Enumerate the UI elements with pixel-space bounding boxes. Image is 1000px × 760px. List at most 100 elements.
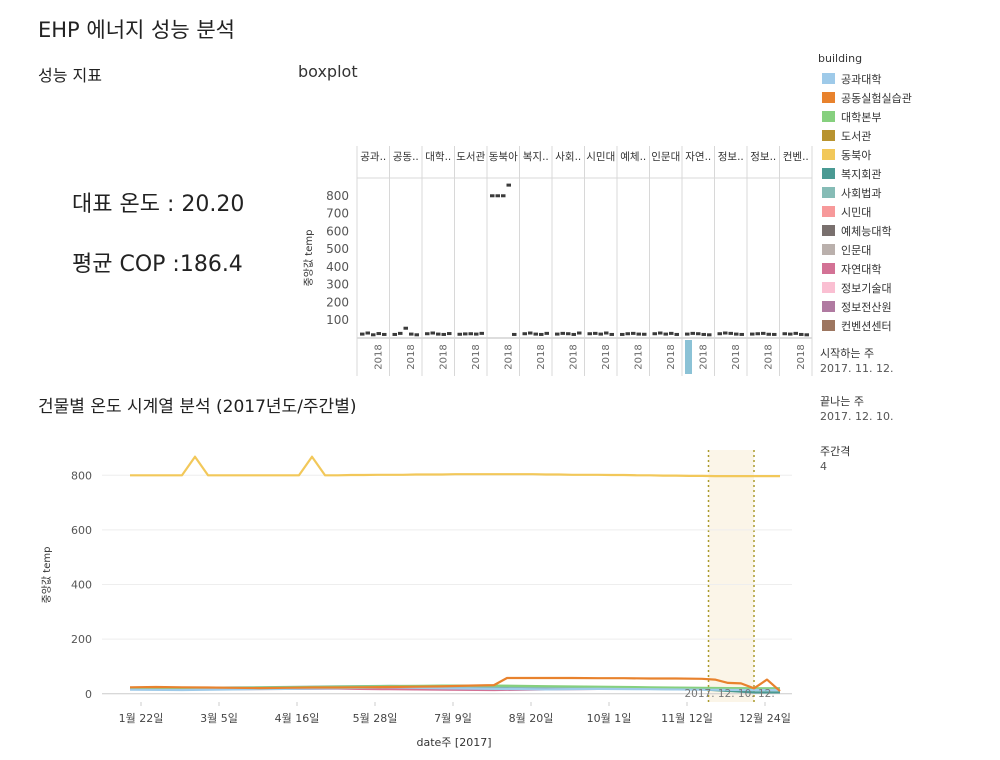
boxplot-mark: [642, 332, 647, 336]
boxplot-mark: [577, 331, 582, 335]
boxplot-x-tick-label: 2018: [569, 344, 580, 369]
boxplot-x-tick-label: 2018: [731, 344, 742, 369]
boxplot-mark: [652, 332, 657, 336]
legend-label: 동북아: [841, 148, 872, 162]
boxplot-x-tick-label: 2018: [796, 344, 807, 369]
boxplot-mark: [755, 332, 760, 336]
boxplot-mark: [793, 331, 798, 335]
legend-swatch: [822, 130, 835, 141]
boxplot-mark: [696, 332, 701, 336]
boxplot-mark: [690, 331, 695, 335]
timeseries-x-tick-label: 7월 9일: [434, 711, 472, 725]
legend-item[interactable]: 자연대학: [818, 259, 998, 278]
legend-item[interactable]: 인문대: [818, 240, 998, 259]
legend-label: 자연대학: [841, 262, 882, 276]
legend-swatch: [822, 206, 835, 217]
timeseries-x-tick-label: 3월 5일: [200, 711, 238, 725]
boxplot-column-header: 정보..: [718, 151, 744, 163]
legend-item[interactable]: 예체능대학: [818, 221, 998, 240]
legend-item[interactable]: 복지회관: [818, 164, 998, 183]
boxplot-column-header: 동북아: [489, 151, 518, 163]
boxplot-mark: [376, 332, 381, 336]
legend-item[interactable]: 대학본부: [818, 107, 998, 126]
boxplot-mark: [750, 332, 755, 336]
boxplot-mark: [636, 332, 641, 336]
timeseries-highlight-band: [708, 450, 754, 702]
boxplot-mark: [620, 332, 625, 336]
boxplot-mark: [804, 333, 809, 337]
legend-item[interactable]: 공동실험실습관: [818, 88, 998, 107]
boxplot-mark: [436, 332, 441, 336]
boxplot-x-tick-label: 2018: [471, 344, 482, 369]
timeseries-line-chart[interactable]: 0 200 400 600 800 중앙값 temp 2017. 12. 10. 12. 1월…: [30, 440, 800, 750]
boxplot-mark: [463, 332, 468, 336]
boxplot-mark: [533, 332, 538, 336]
boxplot-column-header: 시민대: [586, 151, 615, 163]
timeseries-series-line: [130, 455, 780, 478]
legend-item[interactable]: 정보기술대: [818, 278, 998, 297]
boxplot-mark: [382, 332, 387, 336]
legend-label: 복지회관: [841, 167, 882, 181]
timeseries-y-tick-label: 0: [85, 688, 92, 701]
end-week-value[interactable]: 2017. 12. 10.: [820, 410, 894, 423]
timeseries-x-tick-label: 10월 1일: [587, 711, 632, 725]
legend-item[interactable]: 공과대학: [818, 69, 998, 88]
boxplot-y-tick-label: 800: [326, 189, 349, 203]
legend-swatch: [822, 73, 835, 84]
legend-item[interactable]: 시민대: [818, 202, 998, 221]
boxplot-mark: [707, 333, 712, 337]
interval-value[interactable]: 4: [820, 460, 827, 473]
legend-swatch: [822, 282, 835, 293]
boxplot-mark: [490, 194, 495, 198]
boxplot-mark: [457, 332, 462, 336]
boxplot-mark: [398, 331, 403, 335]
boxplot-y-axis-title: 중앙값 temp: [303, 230, 315, 287]
boxplot-mark: [669, 331, 674, 335]
boxplot-mark: [512, 332, 517, 336]
timeseries-y-tick-label: 600: [71, 524, 92, 537]
boxplot-section-title: boxplot: [298, 62, 358, 81]
legend-item[interactable]: 컨벤션센터: [818, 316, 998, 335]
legend-swatch: [822, 244, 835, 255]
timeseries-y-tick-label: 400: [71, 579, 92, 592]
legend-swatch: [822, 225, 835, 236]
legend-item[interactable]: 도서관: [818, 126, 998, 145]
kpi-section-title: 성능 지표: [38, 66, 102, 85]
boxplot-mark: [723, 331, 728, 335]
legend-label: 컨벤션센터: [841, 319, 892, 333]
boxplot-x-tick-label: 2018: [699, 344, 710, 369]
boxplot-mark: [701, 332, 706, 336]
boxplot-chart[interactable]: 100 200 300 400 500 600 700 800 중앙값 temp 공과.. 2018…: [300, 140, 815, 380]
legend-label: 도서관: [841, 129, 872, 143]
timeseries-highlight-range-label: 2017. 12. 10. 12.: [685, 688, 775, 700]
boxplot-mark: [728, 331, 733, 335]
legend-label: 예체능대학: [841, 224, 892, 238]
legend-swatch: [822, 149, 835, 160]
start-week-label: 시작하는 주: [820, 347, 875, 360]
boxplot-x-tick-label: 2018: [764, 344, 775, 369]
boxplot-x-tick-label: 2018: [406, 344, 417, 369]
end-week-label: 끝나는 주: [820, 395, 864, 408]
building-legend[interactable]: building 공과대학 공동실험실습관 대학본부 도서관 동북아 복지회관 사회법과 시민…: [818, 52, 998, 335]
boxplot-mark: [409, 332, 414, 336]
interval-label: 주간격: [820, 445, 851, 458]
boxplot-mark: [609, 332, 614, 336]
timeseries-x-tick-label: 8월 20일: [509, 711, 554, 725]
boxplot-mark: [501, 194, 506, 198]
boxplot-column-header: 복지..: [523, 151, 549, 163]
legend-swatch: [822, 263, 835, 274]
boxplot-mark: [544, 331, 549, 335]
boxplot-mark: [392, 332, 397, 336]
legend-item[interactable]: 정보전산원: [818, 297, 998, 316]
legend-item[interactable]: 사회법과: [818, 183, 998, 202]
legend-item[interactable]: 동북아: [818, 145, 998, 164]
boxplot-mark: [631, 331, 636, 335]
start-week-value[interactable]: 2017. 11. 12.: [820, 362, 894, 375]
boxplot-column-header: 컨벤..: [783, 151, 809, 163]
boxplot-mark: [658, 331, 663, 335]
boxplot-mark: [474, 332, 479, 336]
boxplot-mark: [495, 194, 500, 198]
boxplot-mark: [403, 326, 408, 330]
boxplot-column-header: 대학..: [425, 151, 451, 163]
boxplot-mark: [479, 331, 484, 335]
